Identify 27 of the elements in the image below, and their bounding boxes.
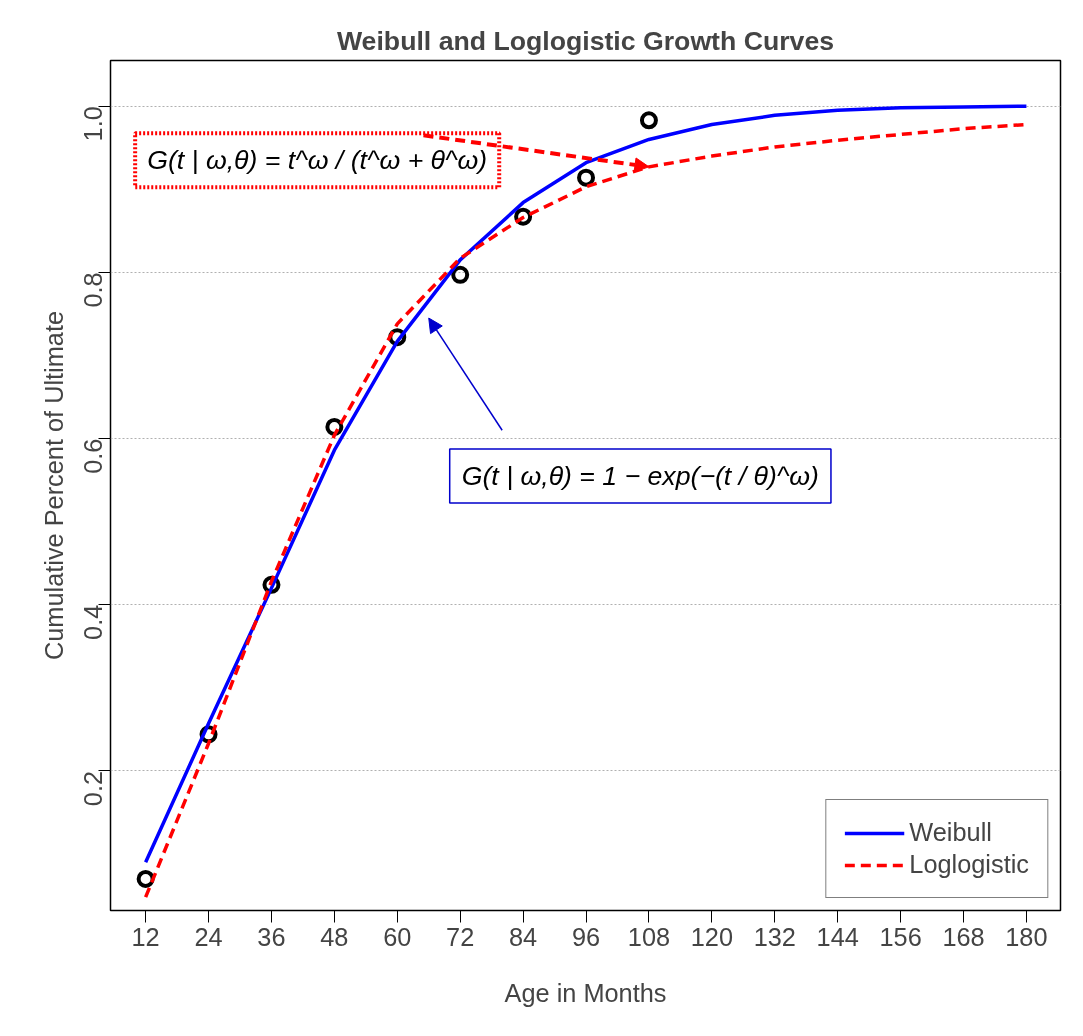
annotation: G(t | ω,θ) = 1 − exp(−(t / θ)^ω) xyxy=(461,460,819,491)
x-tick-label: 108 xyxy=(627,922,671,951)
x-tick-label: 84 xyxy=(509,922,538,951)
x-tick-label: 12 xyxy=(131,922,160,951)
x-tick-label: 120 xyxy=(690,922,733,951)
legend-label: Loglogistic xyxy=(909,850,1029,879)
x-tick-label: 132 xyxy=(753,922,796,951)
x-tick-label: 96 xyxy=(571,922,601,951)
y-tick-label: 1.0 xyxy=(79,106,108,142)
x-tick-label: 36 xyxy=(257,922,286,951)
y-tick-label: 0.2 xyxy=(79,770,108,807)
x-tick-label: 48 xyxy=(320,922,349,951)
y-tick-label: 0.8 xyxy=(79,272,108,308)
y-axis-title: Cumulative Percent of Ultimate xyxy=(39,310,68,661)
x-tick-label: 72 xyxy=(446,922,475,951)
chart-title: Weibull and Loglogistic Growth Curves xyxy=(336,25,835,56)
legend-label: Weibull xyxy=(909,818,992,847)
x-tick-label: 180 xyxy=(1005,922,1048,951)
x-tick-label: 144 xyxy=(816,922,859,951)
x-tick-label: 24 xyxy=(194,922,223,951)
x-axis-title: Age in Months xyxy=(504,978,667,1007)
annotation: G(t | ω,θ) = t^ω / (t^ω + θ^ω) xyxy=(147,145,488,176)
y-tick-label: 0.4 xyxy=(79,604,108,640)
x-tick-label: 60 xyxy=(383,922,412,951)
y-tick-label: 0.6 xyxy=(79,438,108,474)
x-tick-label: 168 xyxy=(942,922,985,951)
x-tick-label: 156 xyxy=(879,922,922,951)
